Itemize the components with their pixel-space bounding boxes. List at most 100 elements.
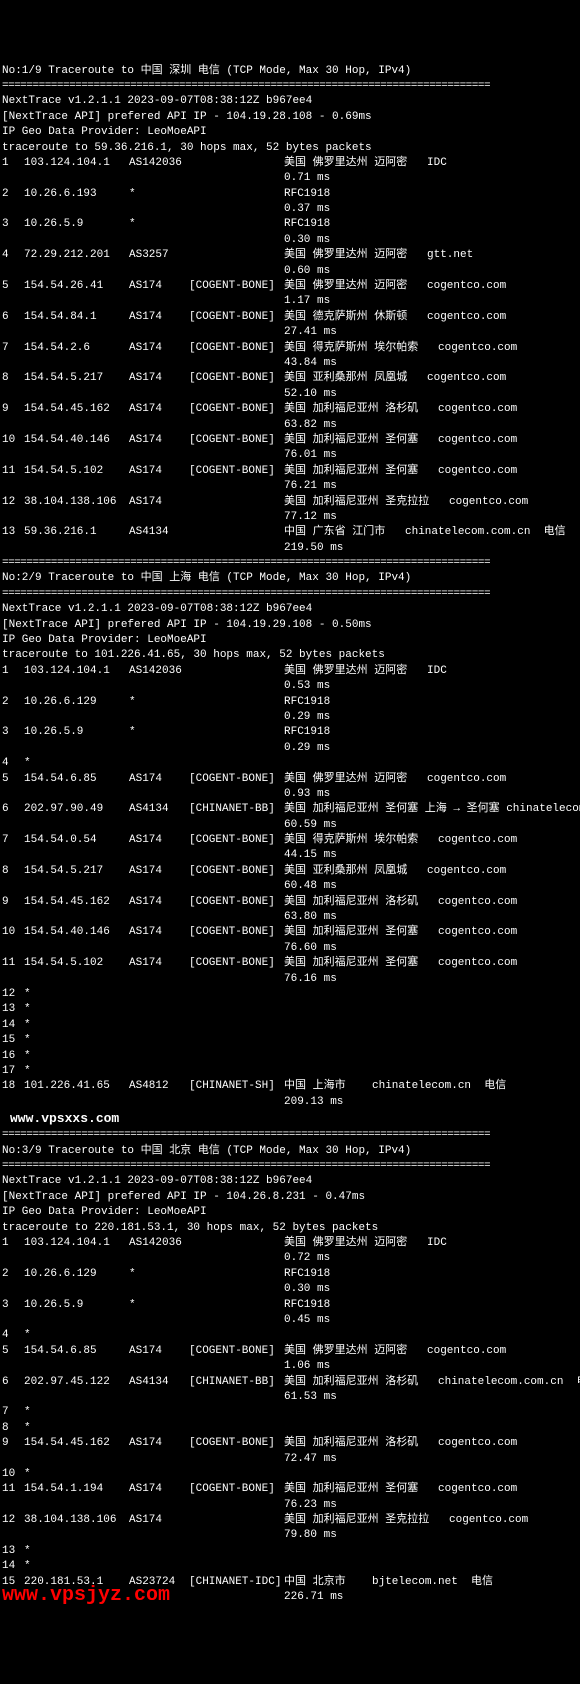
hop-latency: 1.17 ms xyxy=(2,294,580,309)
hop-latency: 0.72 ms xyxy=(2,1251,580,1266)
hop-row: 17* xyxy=(2,1064,580,1079)
hop-row: 210.26.6.193*RFC1918 xyxy=(2,187,580,202)
hop-as: AS174 xyxy=(129,833,189,848)
trace-header: No:2/9 Traceroute to 中国 上海 电信 (TCP Mode,… xyxy=(2,571,580,586)
meta-line: IP Geo Data Provider: LeoMoeAPI xyxy=(2,1205,580,1220)
hop-location xyxy=(284,1405,580,1420)
hop-location: 美国 佛罗里达州 迈阿密 cogentco.com xyxy=(284,772,580,787)
hop-as: AS174 xyxy=(129,1513,189,1528)
hop-ip: 38.104.138.106 xyxy=(24,1513,129,1528)
hop-number: 5 xyxy=(2,279,24,294)
hop-as: AS4134 xyxy=(129,802,189,817)
hop-latency: 76.01 ms xyxy=(2,448,580,463)
trace-header: No:1/9 Traceroute to 中国 深圳 电信 (TCP Mode,… xyxy=(2,64,580,79)
hop-bone xyxy=(189,248,284,263)
hop-location: 美国 佛罗里达州 迈阿密 IDC xyxy=(284,1236,580,1251)
meta-line: [NextTrace API] prefered API IP - 104.26… xyxy=(2,1190,580,1205)
trace-block: No:2/9 Traceroute to 中国 上海 电信 (TCP Mode,… xyxy=(2,571,580,1143)
trace-block: No:1/9 Traceroute to 中国 深圳 电信 (TCP Mode,… xyxy=(2,64,580,572)
hop-location: 美国 加利福尼亚州 圣克拉拉 cogentco.com xyxy=(284,1513,580,1528)
hop-location: 美国 得克萨斯州 埃尔帕索 cogentco.com xyxy=(284,833,580,848)
hop-row: 5154.54.6.85AS174[COGENT-BONE]美国 佛罗里达州 迈… xyxy=(2,1344,580,1359)
hop-location: 美国 加利福尼亚州 圣何塞 cogentco.com xyxy=(284,925,580,940)
hop-as: * xyxy=(129,695,189,710)
hop-row: 11154.54.5.102AS174[COGENT-BONE]美国 加利福尼亚… xyxy=(2,956,580,971)
hop-number: 7 xyxy=(2,833,24,848)
hop-latency: 0.93 ms xyxy=(2,787,580,802)
hop-as: AS142036 xyxy=(129,664,189,679)
hop-as: AS174 xyxy=(129,433,189,448)
hop-as xyxy=(129,1018,189,1033)
hop-bone xyxy=(189,495,284,510)
hop-ip: 154.54.45.162 xyxy=(24,1436,129,1451)
watermark: www.vpsxxs.com xyxy=(2,1110,580,1128)
hop-row: 1103.124.104.1AS142036美国 佛罗里达州 迈阿密 IDC xyxy=(2,664,580,679)
hop-row: 1103.124.104.1AS142036美国 佛罗里达州 迈阿密 IDC xyxy=(2,1236,580,1251)
hop-bone xyxy=(189,695,284,710)
hop-ip: 154.54.2.6 xyxy=(24,341,129,356)
hop-location: RFC1918 xyxy=(284,725,580,740)
hop-ip: 72.29.212.201 xyxy=(24,248,129,263)
hop-location: 美国 加利福尼亚州 洛杉矶 cogentco.com xyxy=(284,1436,580,1451)
hop-location xyxy=(284,1559,580,1574)
hop-latency: 0.30 ms xyxy=(2,1282,580,1297)
hop-ip: * xyxy=(24,1421,129,1436)
hop-row: 10154.54.40.146AS174[COGENT-BONE]美国 加利福尼… xyxy=(2,433,580,448)
hop-ip: * xyxy=(24,987,129,1002)
hop-ip: 154.54.45.162 xyxy=(24,402,129,417)
hop-as: AS174 xyxy=(129,925,189,940)
hop-row: 5154.54.6.85AS174[COGENT-BONE]美国 佛罗里达州 迈… xyxy=(2,772,580,787)
hop-ip: * xyxy=(24,1328,129,1343)
hop-as: AS174 xyxy=(129,279,189,294)
hop-location: 美国 加利福尼亚州 洛杉矶 cogentco.com xyxy=(284,895,580,910)
hop-location: 美国 亚利桑那州 凤凰城 cogentco.com xyxy=(284,371,580,386)
hop-bone: [COGENT-BONE] xyxy=(189,1344,284,1359)
meta-line: NextTrace v1.2.1.1 2023-09-07T08:38:12Z … xyxy=(2,1174,580,1189)
hop-row: 4* xyxy=(2,756,580,771)
hop-latency: 72.47 ms xyxy=(2,1452,580,1467)
hop-ip: 59.36.216.1 xyxy=(24,525,129,540)
hop-location: 中国 广东省 江门市 chinatelecom.com.cn 电信 xyxy=(284,525,580,540)
hop-location: 美国 加利福尼亚州 圣克拉拉 cogentco.com xyxy=(284,495,580,510)
hop-number: 14 xyxy=(2,1559,24,1574)
meta-line: NextTrace v1.2.1.1 2023-09-07T08:38:12Z … xyxy=(2,94,580,109)
hop-latency: 76.16 ms xyxy=(2,972,580,987)
hop-location xyxy=(284,987,580,1002)
hop-location xyxy=(284,1018,580,1033)
hop-ip: 10.26.6.193 xyxy=(24,187,129,202)
meta-line: traceroute to 220.181.53.1, 30 hops max,… xyxy=(2,1221,580,1236)
hop-ip: 154.54.40.146 xyxy=(24,433,129,448)
meta-line: IP Geo Data Provider: LeoMoeAPI xyxy=(2,125,580,140)
hop-number: 4 xyxy=(2,248,24,263)
hop-latency: 0.60 ms xyxy=(2,264,580,279)
hop-location: 美国 佛罗里达州 迈阿密 cogentco.com xyxy=(284,1344,580,1359)
hop-bone xyxy=(189,1298,284,1313)
hop-bone: [COGENT-BONE] xyxy=(189,925,284,940)
hop-as: * xyxy=(129,725,189,740)
hop-latency: 52.10 ms xyxy=(2,387,580,402)
hop-row: 8* xyxy=(2,1421,580,1436)
hop-bone: [COGENT-BONE] xyxy=(189,371,284,386)
hop-location xyxy=(284,756,580,771)
hop-location: 美国 佛罗里达州 迈阿密 gtt.net xyxy=(284,248,580,263)
hop-bone: [COGENT-BONE] xyxy=(189,433,284,448)
hop-bone xyxy=(189,1033,284,1048)
separator: ========================================… xyxy=(2,1128,580,1143)
trace-header: No:3/9 Traceroute to 中国 北京 电信 (TCP Mode,… xyxy=(2,1144,580,1159)
hop-row: 12* xyxy=(2,987,580,1002)
hop-bone xyxy=(189,1049,284,1064)
hop-as xyxy=(129,1421,189,1436)
hop-row: 9154.54.45.162AS174[COGENT-BONE]美国 加利福尼亚… xyxy=(2,895,580,910)
hop-row: 1238.104.138.106AS174美国 加利福尼亚州 圣克拉拉 coge… xyxy=(2,1513,580,1528)
hop-number: 3 xyxy=(2,217,24,232)
hop-latency: 0.45 ms xyxy=(2,1313,580,1328)
hop-number: 13 xyxy=(2,525,24,540)
hop-as: AS174 xyxy=(129,895,189,910)
hop-ip: * xyxy=(24,1002,129,1017)
hop-bone: [COGENT-BONE] xyxy=(189,895,284,910)
hop-ip: * xyxy=(24,1064,129,1079)
hop-location: RFC1918 xyxy=(284,187,580,202)
hop-number: 11 xyxy=(2,956,24,971)
trace-block: No:3/9 Traceroute to 中国 北京 电信 (TCP Mode,… xyxy=(2,1144,580,1606)
hop-location: 美国 加利福尼亚州 圣何塞 cogentco.com xyxy=(284,956,580,971)
